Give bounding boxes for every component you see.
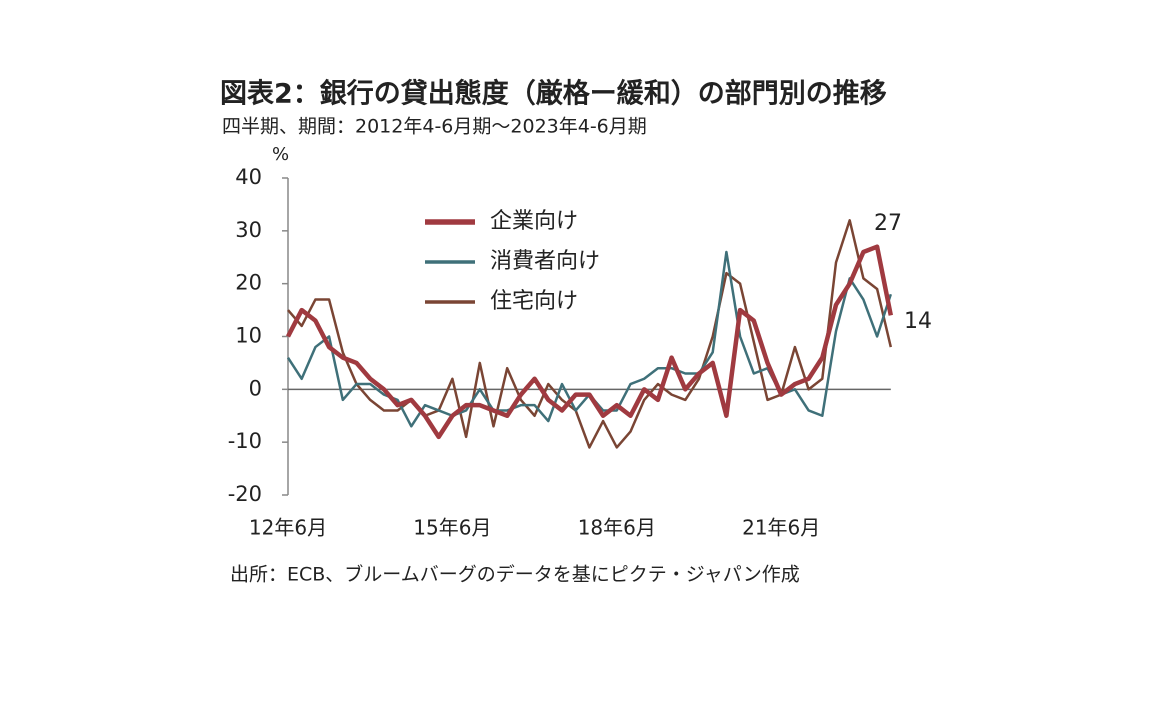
series-line — [287, 219, 893, 449]
x-tick-label: 15年6月 — [413, 516, 491, 540]
x-tick-label: 21年6月 — [742, 516, 820, 540]
series-line — [286, 250, 892, 428]
legend-label: 企業向け — [490, 209, 578, 234]
annotation: 27 — [874, 211, 902, 236]
y-tick-label: -20 — [228, 482, 262, 506]
source: 出所：ECB、ブルームバーグのデータを基にピクテ・ジャパン作成 — [230, 563, 800, 586]
chart-subtitle: 四半期、期間：2012年4-6月期～2023年4-6月期 — [222, 116, 647, 138]
y-tick-label: -10 — [228, 429, 262, 453]
y-tick-label: 20 — [235, 271, 262, 295]
y-unit: % — [272, 144, 289, 165]
legend-label: 住宅向け — [490, 289, 578, 314]
legend-label: 消費者向け — [490, 249, 600, 274]
series-line — [286, 244, 894, 440]
y-tick-label: 0 — [249, 376, 262, 400]
y-tick-label: 40 — [235, 165, 262, 189]
x-tick-label: 18年6月 — [578, 516, 656, 540]
y-tick-label: 10 — [235, 324, 262, 348]
x-tick-label: 12年6月 — [249, 516, 327, 540]
annotation: 14 — [904, 309, 932, 334]
chart-title: 図表2：銀行の貸出態度（厳格ー緩和）の部門別の推移 — [220, 78, 887, 110]
y-tick-label: 30 — [235, 218, 262, 242]
